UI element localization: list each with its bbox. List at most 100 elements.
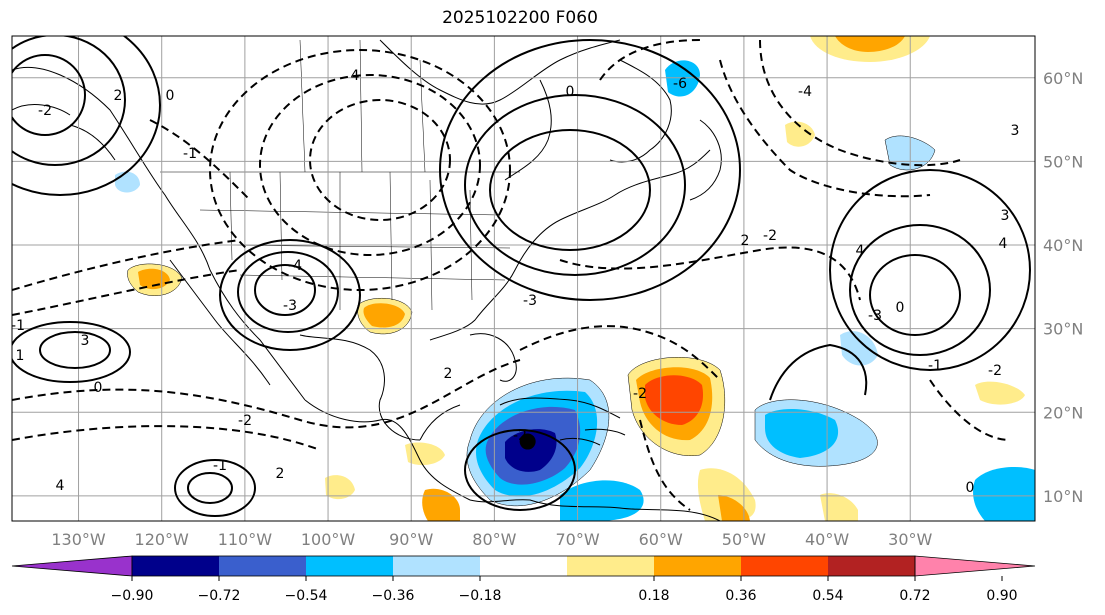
contour-east-1 [489,129,651,251]
contour-value-label: -3 [283,298,297,314]
contour-value-label: -1 [183,146,197,162]
colorbar-tick-label: −0.36 [372,588,415,604]
contour-value-label: -4 [798,84,812,100]
positive-patch-belize [405,442,445,466]
longitude-tick-label: 90°W [389,530,433,549]
contour-value-label: 0 [94,380,103,396]
map-title: 2025102200 F060 [442,8,598,28]
colorbar-extend-min [11,555,133,577]
colorbar-tick-label: 0.90 [986,588,1017,604]
colorbar-extend-max [914,555,1036,577]
longitude-tick-label: 50°W [722,530,766,549]
colorbar-tick-labels: −0.90 −0.72 −0.54 −0.36 −0.18 0.18 0.36 0.54 0.7… [111,576,1018,604]
longitude-tick-label: 100°W [301,530,356,549]
contour-atlantic-3 [829,169,1031,371]
shaded-anomalies [115,36,1035,521]
contour-value-label: 2 [444,366,453,382]
contour-labels: 4 2 0 -2 -4 -3 -1 1 3 -2 2 0 -1 4 3 -2 -3 4 -2 0 -1 2 -3 -4 0 -6 -… [11,68,1020,496]
contour-value-label: -1 [11,318,25,334]
contour-value-label: 0 [166,88,175,104]
colorbar-tick-label: 0.36 [725,588,756,604]
contour-lines [12,36,1031,517]
latitude-axis: 60°N 50°N 40°N 30°N 20°N 10°N [1043,69,1083,506]
negative-patch-south [560,480,644,521]
contour-value-label: 2 [276,466,285,482]
contour-east-3 [439,39,741,301]
contour-caribbean [464,429,576,511]
latitude-tick-label: 30°N [1043,320,1083,339]
contour-atlantic-2 [849,224,991,356]
contour-pacific-high-1 [12,54,86,136]
colorbar-tick-label: 0.54 [812,588,843,604]
contour-value-label: 1 [16,348,25,364]
colorbar-tick-label: −0.72 [198,588,241,604]
latitude-tick-label: 40°N [1043,236,1083,255]
map-content: 4 2 0 -2 -4 -3 -1 1 3 -2 2 0 -1 4 3 -2 -3 4 -2 0 -1 2 -3 -4 0 -6 -… [11,36,1035,521]
contour-value-label: 0 [566,84,575,100]
longitude-tick-label: 120°W [135,530,190,549]
contour-value-label: -2 [988,363,1002,379]
contour-east-2 [464,94,686,276]
colorbar-segment [654,556,742,576]
negative-patch-atlantic-2 [765,408,839,458]
contour-value-label: 2 [741,233,750,249]
colorbar-frame [131,555,916,577]
colorbar-tick-label: 0.18 [638,588,669,604]
longitude-tick-label: 110°W [218,530,273,549]
contour-baja-1 [39,331,111,369]
contour-mid-atlantic [769,343,868,401]
latitude-tick-label: 10°N [1043,487,1083,506]
contour-value-label: -2 [38,103,52,119]
colorbar-segment [132,556,220,576]
contour-west-low-2 [237,251,339,333]
latitude-tick-label: 60°N [1043,69,1083,88]
positive-patch-south-east [820,493,858,521]
contour-value-label: -3 [868,308,882,324]
negative-patch-azores [840,331,878,366]
latitude-tick-label: 20°N [1043,403,1083,422]
contour-west-low-1 [254,264,316,316]
contour-value-label: -1 [213,458,227,474]
longitude-tick-label: 80°W [472,530,516,549]
contour-value-label: -2 [633,386,647,402]
contour-value-label: 3 [1001,208,1010,224]
contour-baja-2 [12,321,131,383]
longitude-tick-label: 40°W [805,530,849,549]
contour-value-label: 4 [999,236,1008,252]
contour-value-label: -2 [763,228,777,244]
contour-pacific-high-2 [12,36,126,166]
contour-value-label: -3 [523,293,537,309]
map-frame [11,35,1036,522]
contour-value-label: -2 [513,428,527,444]
longitude-tick-label: 30°W [888,530,932,549]
colorbar-segment [219,556,307,576]
colorbar-segment [393,556,481,576]
dashed-contours [12,39,1011,511]
longitude-tick-label: 130°W [51,530,106,549]
positive-patch-east [975,381,1025,405]
colorbar-segment [741,556,829,576]
graticule [12,36,1035,521]
coastlines [12,39,722,521]
contour-value-label: -4 [288,258,302,274]
latitude-tick-label: 50°N [1043,152,1083,171]
positive-patch-guiana-2 [718,495,750,521]
contour-value-label: 3 [1011,123,1020,139]
contour-value-label: -6 [673,76,687,92]
negative-patch-pacific [115,171,140,193]
contour-value-label: 4 [351,68,360,84]
contour-atlantic-1 [869,254,961,336]
negative-patch-greenland [665,60,700,97]
contour-value-label: 0 [966,480,975,496]
contour-sw-1 [187,472,233,504]
colorbar-tick-label: −0.90 [111,588,154,604]
colorbar-tick-label: −0.18 [459,588,502,604]
contour-pacific-high-3 [12,36,161,196]
colorbar-tick-label: −0.54 [285,588,328,604]
storm-center-marker [519,433,536,450]
colorbar-segment [828,556,916,576]
positive-patch-gulf-2 [363,303,405,328]
contour-value-label: 4 [56,478,65,494]
positive-patch-brazil [325,475,355,500]
